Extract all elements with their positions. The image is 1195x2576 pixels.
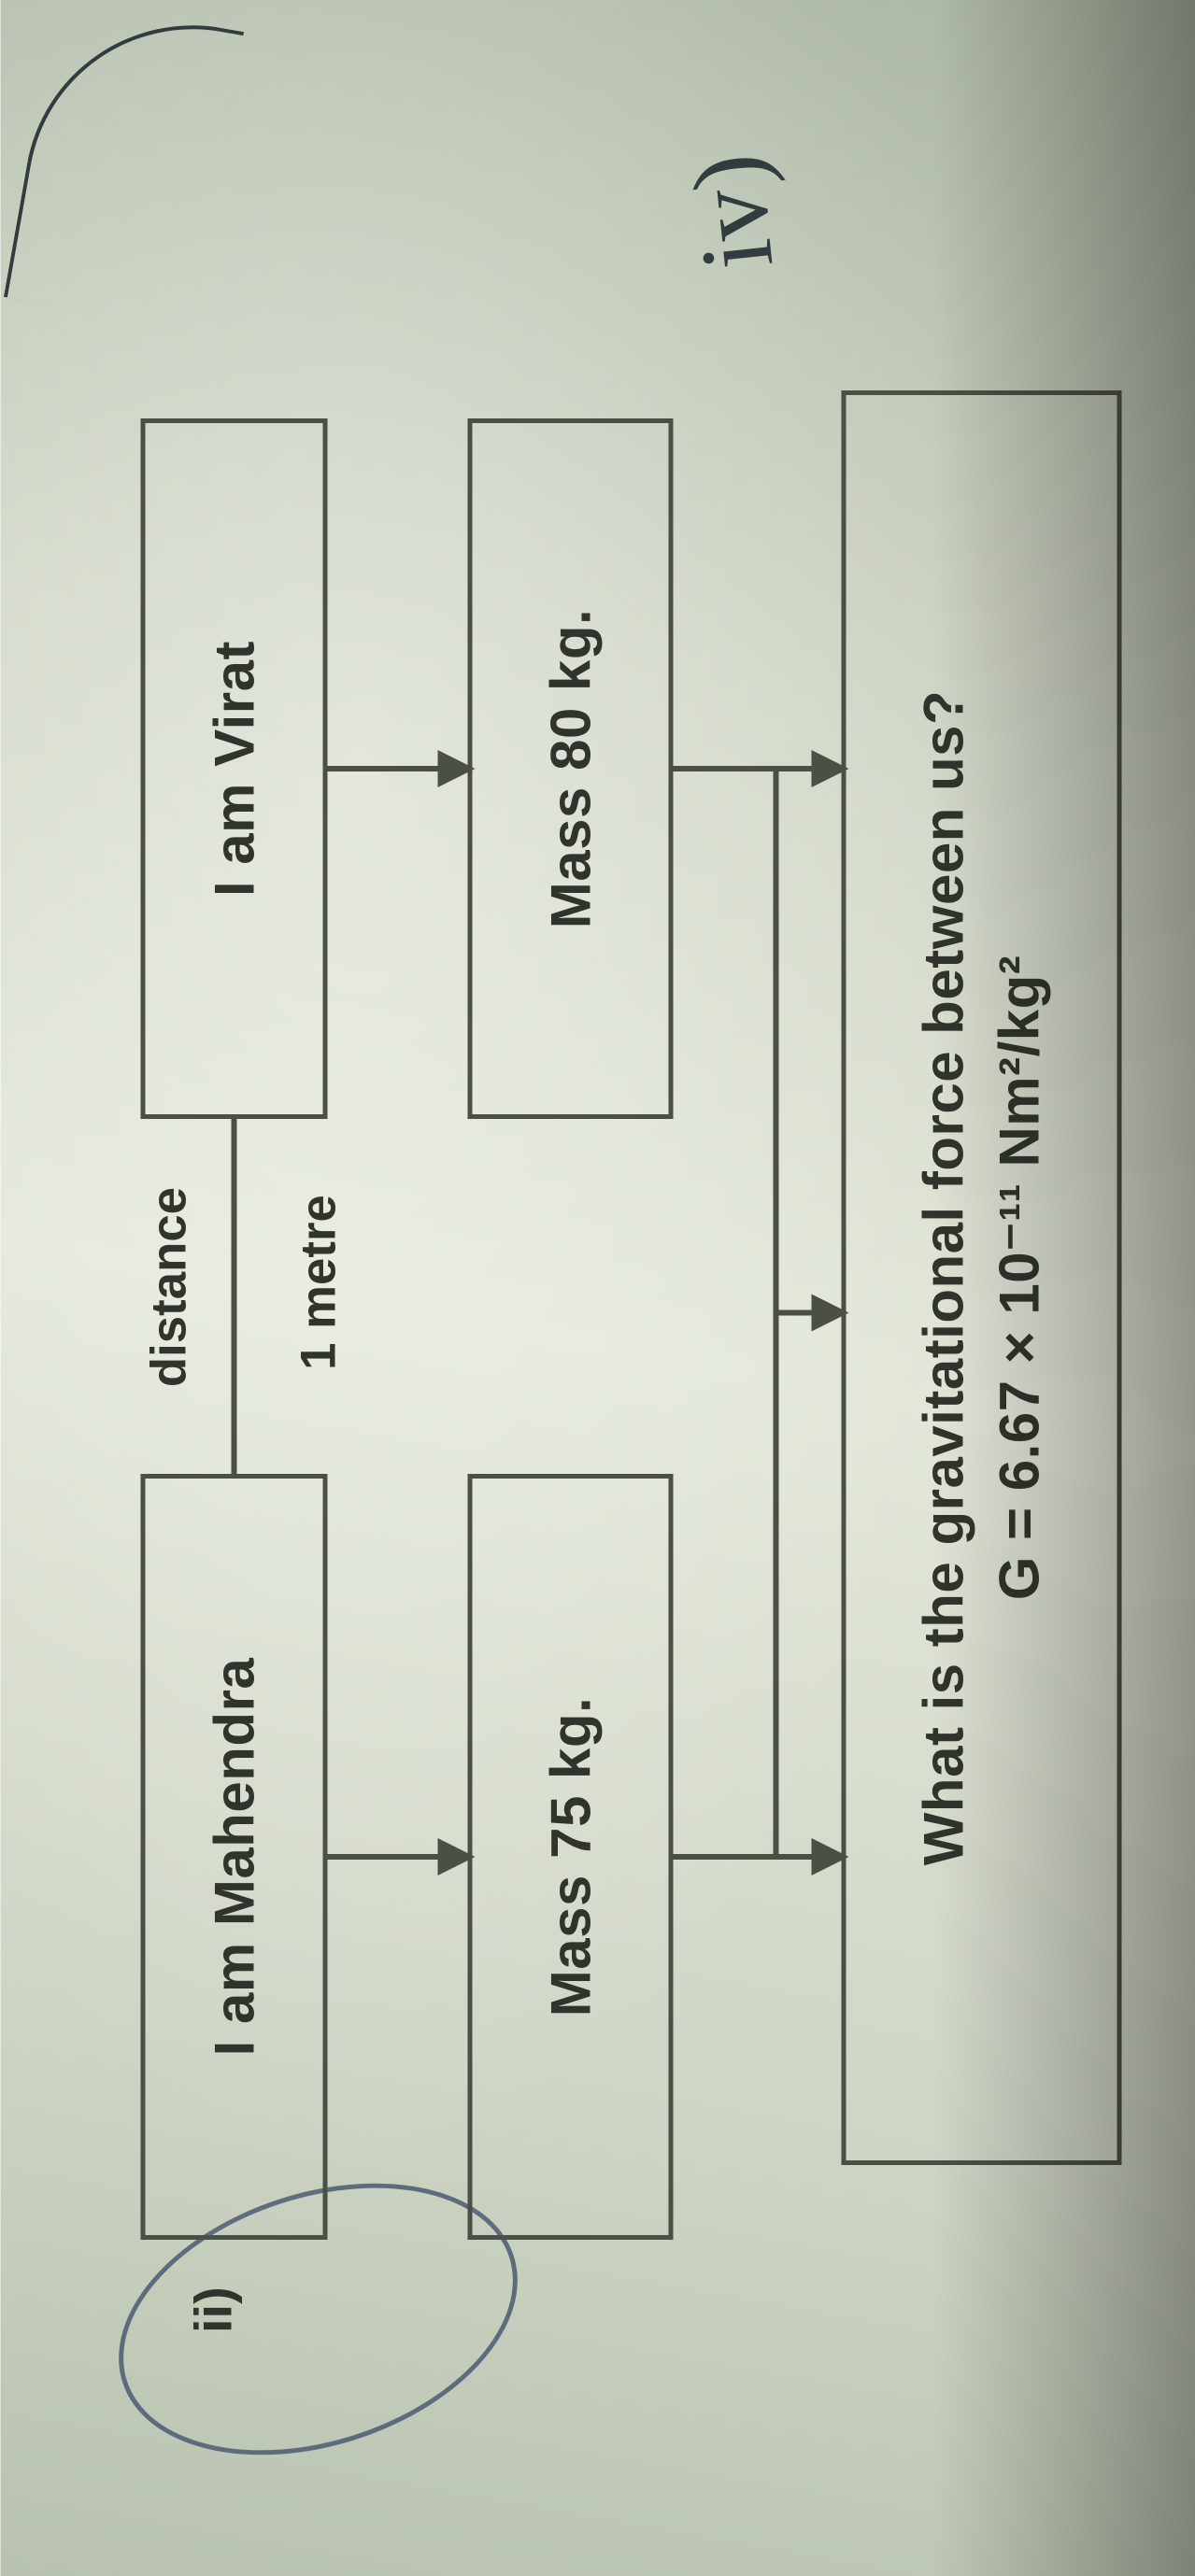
- box-mahendra-text: I am Mahendra: [202, 1658, 266, 2057]
- distance-value: 1 metre: [290, 1156, 347, 1408]
- margin-scribble: [3, 0, 243, 330]
- box-virat: I am Virat: [140, 418, 327, 1119]
- box-mass-left-text: Mass 75 kg.: [538, 1697, 603, 2017]
- box-mahendra: I am Mahendra: [140, 1474, 327, 2240]
- question-number: ii): [182, 2286, 243, 2333]
- box-question: What is the gravitational force between …: [841, 390, 1121, 2165]
- distance-label: distance: [140, 1156, 197, 1418]
- box-mass-right-text: Mass 80 kg.: [538, 609, 603, 928]
- box-virat-text: I am Virat: [202, 641, 266, 897]
- question-line1: What is the gravitational force between …: [905, 690, 981, 1865]
- scanned-page: ii) I am Mahendra I am Virat distance 1 …: [0, 0, 1195, 2576]
- margin-note-iv: iv): [667, 149, 797, 275]
- question-line2: G = 6.67 × 10⁻¹¹ Nm²/kg²: [981, 955, 1057, 1601]
- box-mass-left: Mass 75 kg.: [467, 1474, 673, 2240]
- box-mass-right: Mass 80 kg.: [467, 418, 673, 1119]
